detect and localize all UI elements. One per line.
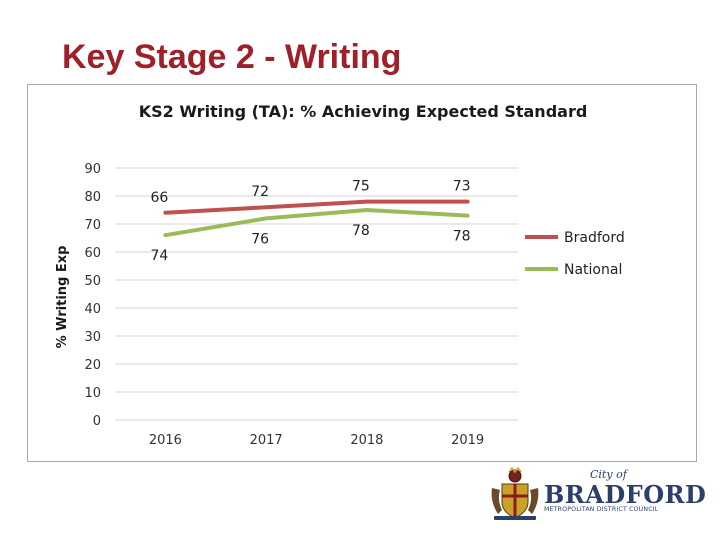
chart-title: KS2 Writing (TA): % Achieving Expected S…: [139, 102, 588, 121]
legend-label-bradford: Bradford: [564, 230, 625, 246]
y-axis-ticks: 0 10 20 30 40 50 60 70 80 90: [84, 162, 101, 429]
data-label: 74: [150, 248, 168, 264]
line-chart: KS2 Writing (TA): % Achieving Expected S…: [55, 102, 625, 448]
data-label: 72: [251, 184, 269, 200]
y-tick-label: 0: [93, 414, 101, 429]
x-tick-label: 2017: [250, 433, 283, 448]
chart-container: KS2 Writing (TA): % Achieving Expected S…: [27, 84, 697, 462]
y-axis-title: % Writing Exp: [55, 246, 70, 349]
data-label: 76: [251, 231, 269, 247]
x-tick-label: 2016: [149, 433, 182, 448]
x-tick-label: 2018: [350, 433, 383, 448]
y-tick-label: 60: [84, 246, 101, 261]
data-label: 78: [352, 223, 370, 239]
data-label: 75: [352, 179, 370, 195]
logo-name: BRADFORD: [544, 480, 707, 509]
logo-subtitle: METROPOLITAN DISTRICT COUNCIL: [544, 506, 659, 513]
gridlines: [115, 167, 518, 421]
y-tick-label: 30: [84, 330, 101, 345]
y-tick-label: 50: [84, 274, 101, 289]
bradford-council-logo: City of BRADFORD METROPOLITAN DISTRICT C…: [488, 466, 706, 522]
series-line-bradford: [163, 199, 470, 215]
slide-title: Key Stage 2 - Writing: [62, 38, 402, 76]
series-lines: [163, 199, 470, 238]
legend-label-national: National: [564, 262, 622, 278]
legend: Bradford National: [525, 230, 625, 278]
y-tick-label: 20: [84, 358, 101, 373]
series-line-national: [163, 208, 470, 238]
coat-of-arms-icon: [491, 466, 539, 520]
data-labels: 66 72 75 73 74 76 78 78: [150, 179, 470, 265]
data-label: 66: [150, 190, 168, 206]
x-tick-label: 2019: [451, 433, 484, 448]
data-label: 78: [453, 229, 471, 245]
x-axis-ticks: 2016 2017 2018 2019: [149, 433, 484, 448]
data-label: 73: [453, 179, 471, 195]
y-tick-label: 90: [84, 162, 101, 177]
y-tick-label: 70: [84, 218, 101, 233]
y-tick-label: 80: [84, 190, 101, 205]
y-tick-label: 40: [84, 302, 101, 317]
y-tick-label: 10: [84, 386, 101, 401]
logo-city-of: City of: [590, 468, 627, 481]
